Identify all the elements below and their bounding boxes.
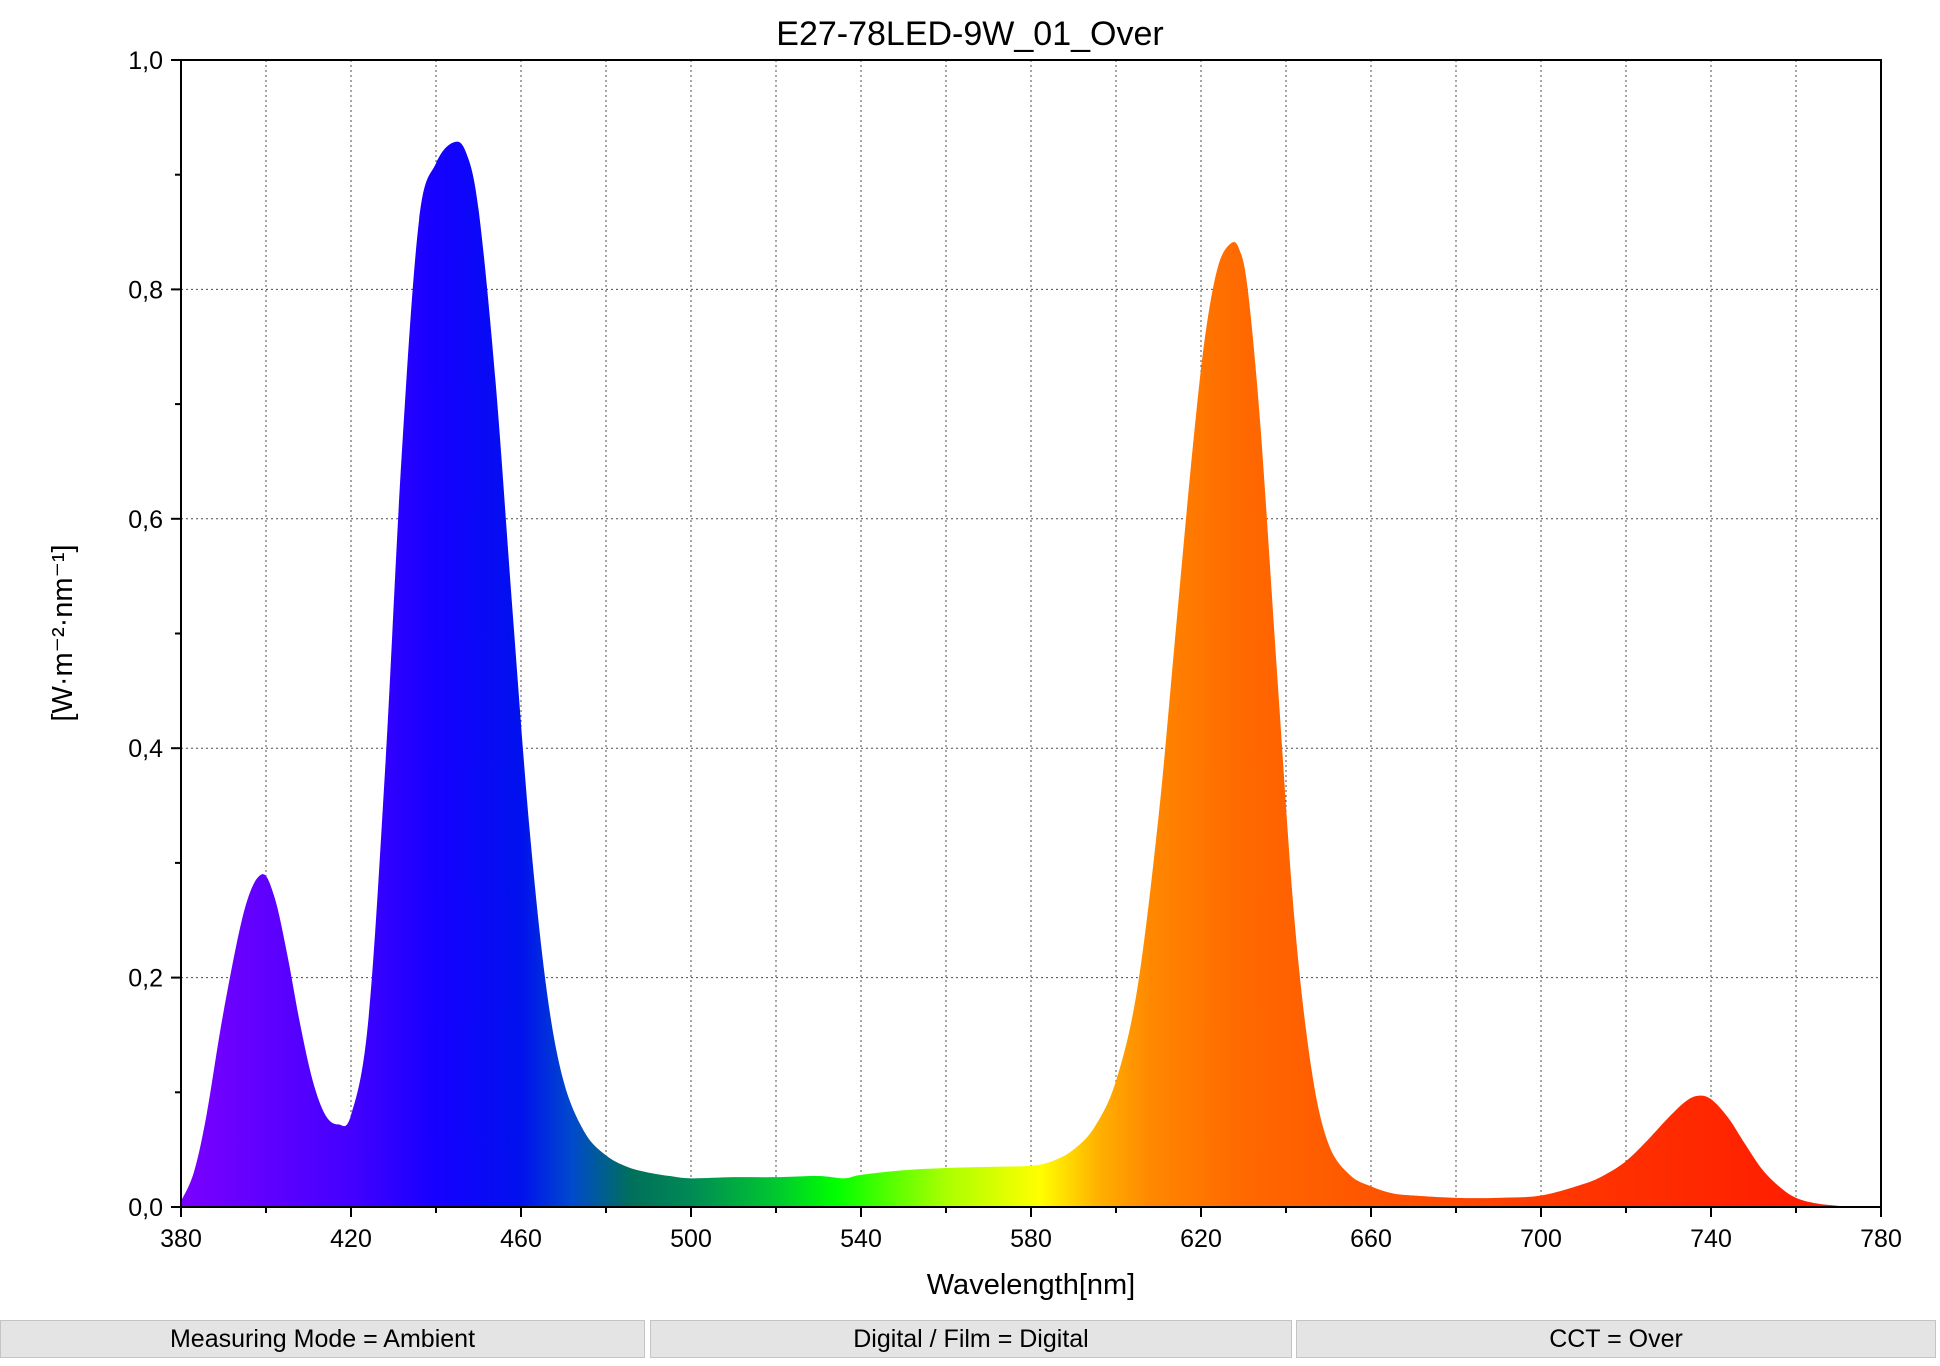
x-axis-label: Wavelength[nm] bbox=[927, 1269, 1135, 1301]
y-tick-label: 1,0 bbox=[128, 47, 163, 75]
x-tick-label: 660 bbox=[1350, 1225, 1392, 1253]
x-tick-label: 580 bbox=[1010, 1225, 1052, 1253]
measuring-mode-field: Measuring Mode = Ambient bbox=[0, 1320, 645, 1358]
digital-film-field: Digital / Film = Digital bbox=[650, 1320, 1292, 1358]
chart-title: E27-78LED-9W_01_Over bbox=[776, 15, 1163, 53]
x-tick-label: 780 bbox=[1860, 1225, 1902, 1253]
y-tick-label: 0,4 bbox=[128, 735, 163, 763]
y-axis-ticks: 0,0 0,2 0,4 0,6 0,8 1,0 bbox=[128, 47, 181, 1222]
y-tick-label: 0,0 bbox=[128, 1194, 163, 1222]
x-tick-label: 620 bbox=[1180, 1225, 1222, 1253]
x-tick-label: 700 bbox=[1520, 1225, 1562, 1253]
y-tick-label: 0,6 bbox=[128, 506, 163, 534]
x-axis-ticks: 380 420 460 500 540 580 620 660 700 740 780 bbox=[160, 1207, 1902, 1253]
x-tick-label: 540 bbox=[840, 1225, 882, 1253]
y-tick-label: 0,8 bbox=[128, 276, 163, 304]
x-tick-label: 380 bbox=[160, 1225, 202, 1253]
grid-lines bbox=[181, 60, 1881, 1207]
x-tick-label: 460 bbox=[500, 1225, 542, 1253]
x-tick-label: 420 bbox=[330, 1225, 372, 1253]
x-tick-label: 500 bbox=[670, 1225, 712, 1253]
spectrum-area bbox=[181, 141, 1856, 1207]
status-bar: Measuring Mode = Ambient Digital / Film … bbox=[0, 1318, 1940, 1362]
y-tick-label: 0,2 bbox=[128, 965, 163, 993]
spectrum-chart: 380 420 460 500 540 580 620 660 700 740 780 0,0 0,2… bbox=[47, 15, 1902, 1301]
y-axis-label: [W·m⁻²·nm⁻¹] bbox=[47, 544, 79, 721]
x-tick-label: 740 bbox=[1690, 1225, 1732, 1253]
cct-field: CCT = Over bbox=[1296, 1320, 1936, 1358]
